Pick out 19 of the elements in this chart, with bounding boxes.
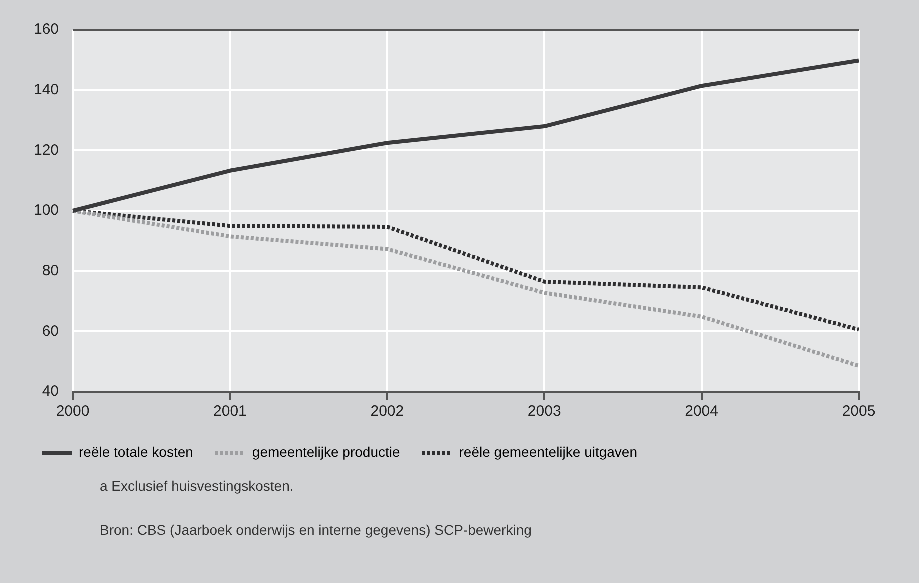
y-tick-label: 120 — [34, 142, 60, 159]
x-tick-label: 2001 — [214, 403, 247, 420]
text: Bron: CBS (Jaarboek onderwijs en interne gegevens) SCP-bewerking — [100, 522, 532, 538]
y-tick-label: 100 — [34, 202, 60, 220]
x-tick-label: 2003 — [528, 403, 562, 420]
legend-label: reële gemeentelijke uitgaven — [459, 444, 638, 460]
legend-label: reële totale kosten — [79, 444, 194, 460]
legend-label: gemeentelijke productie — [252, 444, 400, 460]
y-tick-label: 140 — [34, 81, 60, 98]
text: a Exclusief huisvestingskosten. — [100, 478, 294, 494]
line-series — [71, 209, 861, 368]
y-tick-label: 160 — [34, 21, 60, 38]
y-tick-label: 60 — [42, 322, 60, 340]
x-tick-label: 2002 — [370, 403, 404, 420]
x-tick-label: 2004 — [685, 403, 718, 420]
x-tick-label: 2000 — [56, 403, 90, 420]
y-tick-label: 40 — [42, 383, 60, 400]
x-tick-label: 2005 — [842, 403, 876, 420]
y-tick-label: 80 — [42, 262, 60, 280]
